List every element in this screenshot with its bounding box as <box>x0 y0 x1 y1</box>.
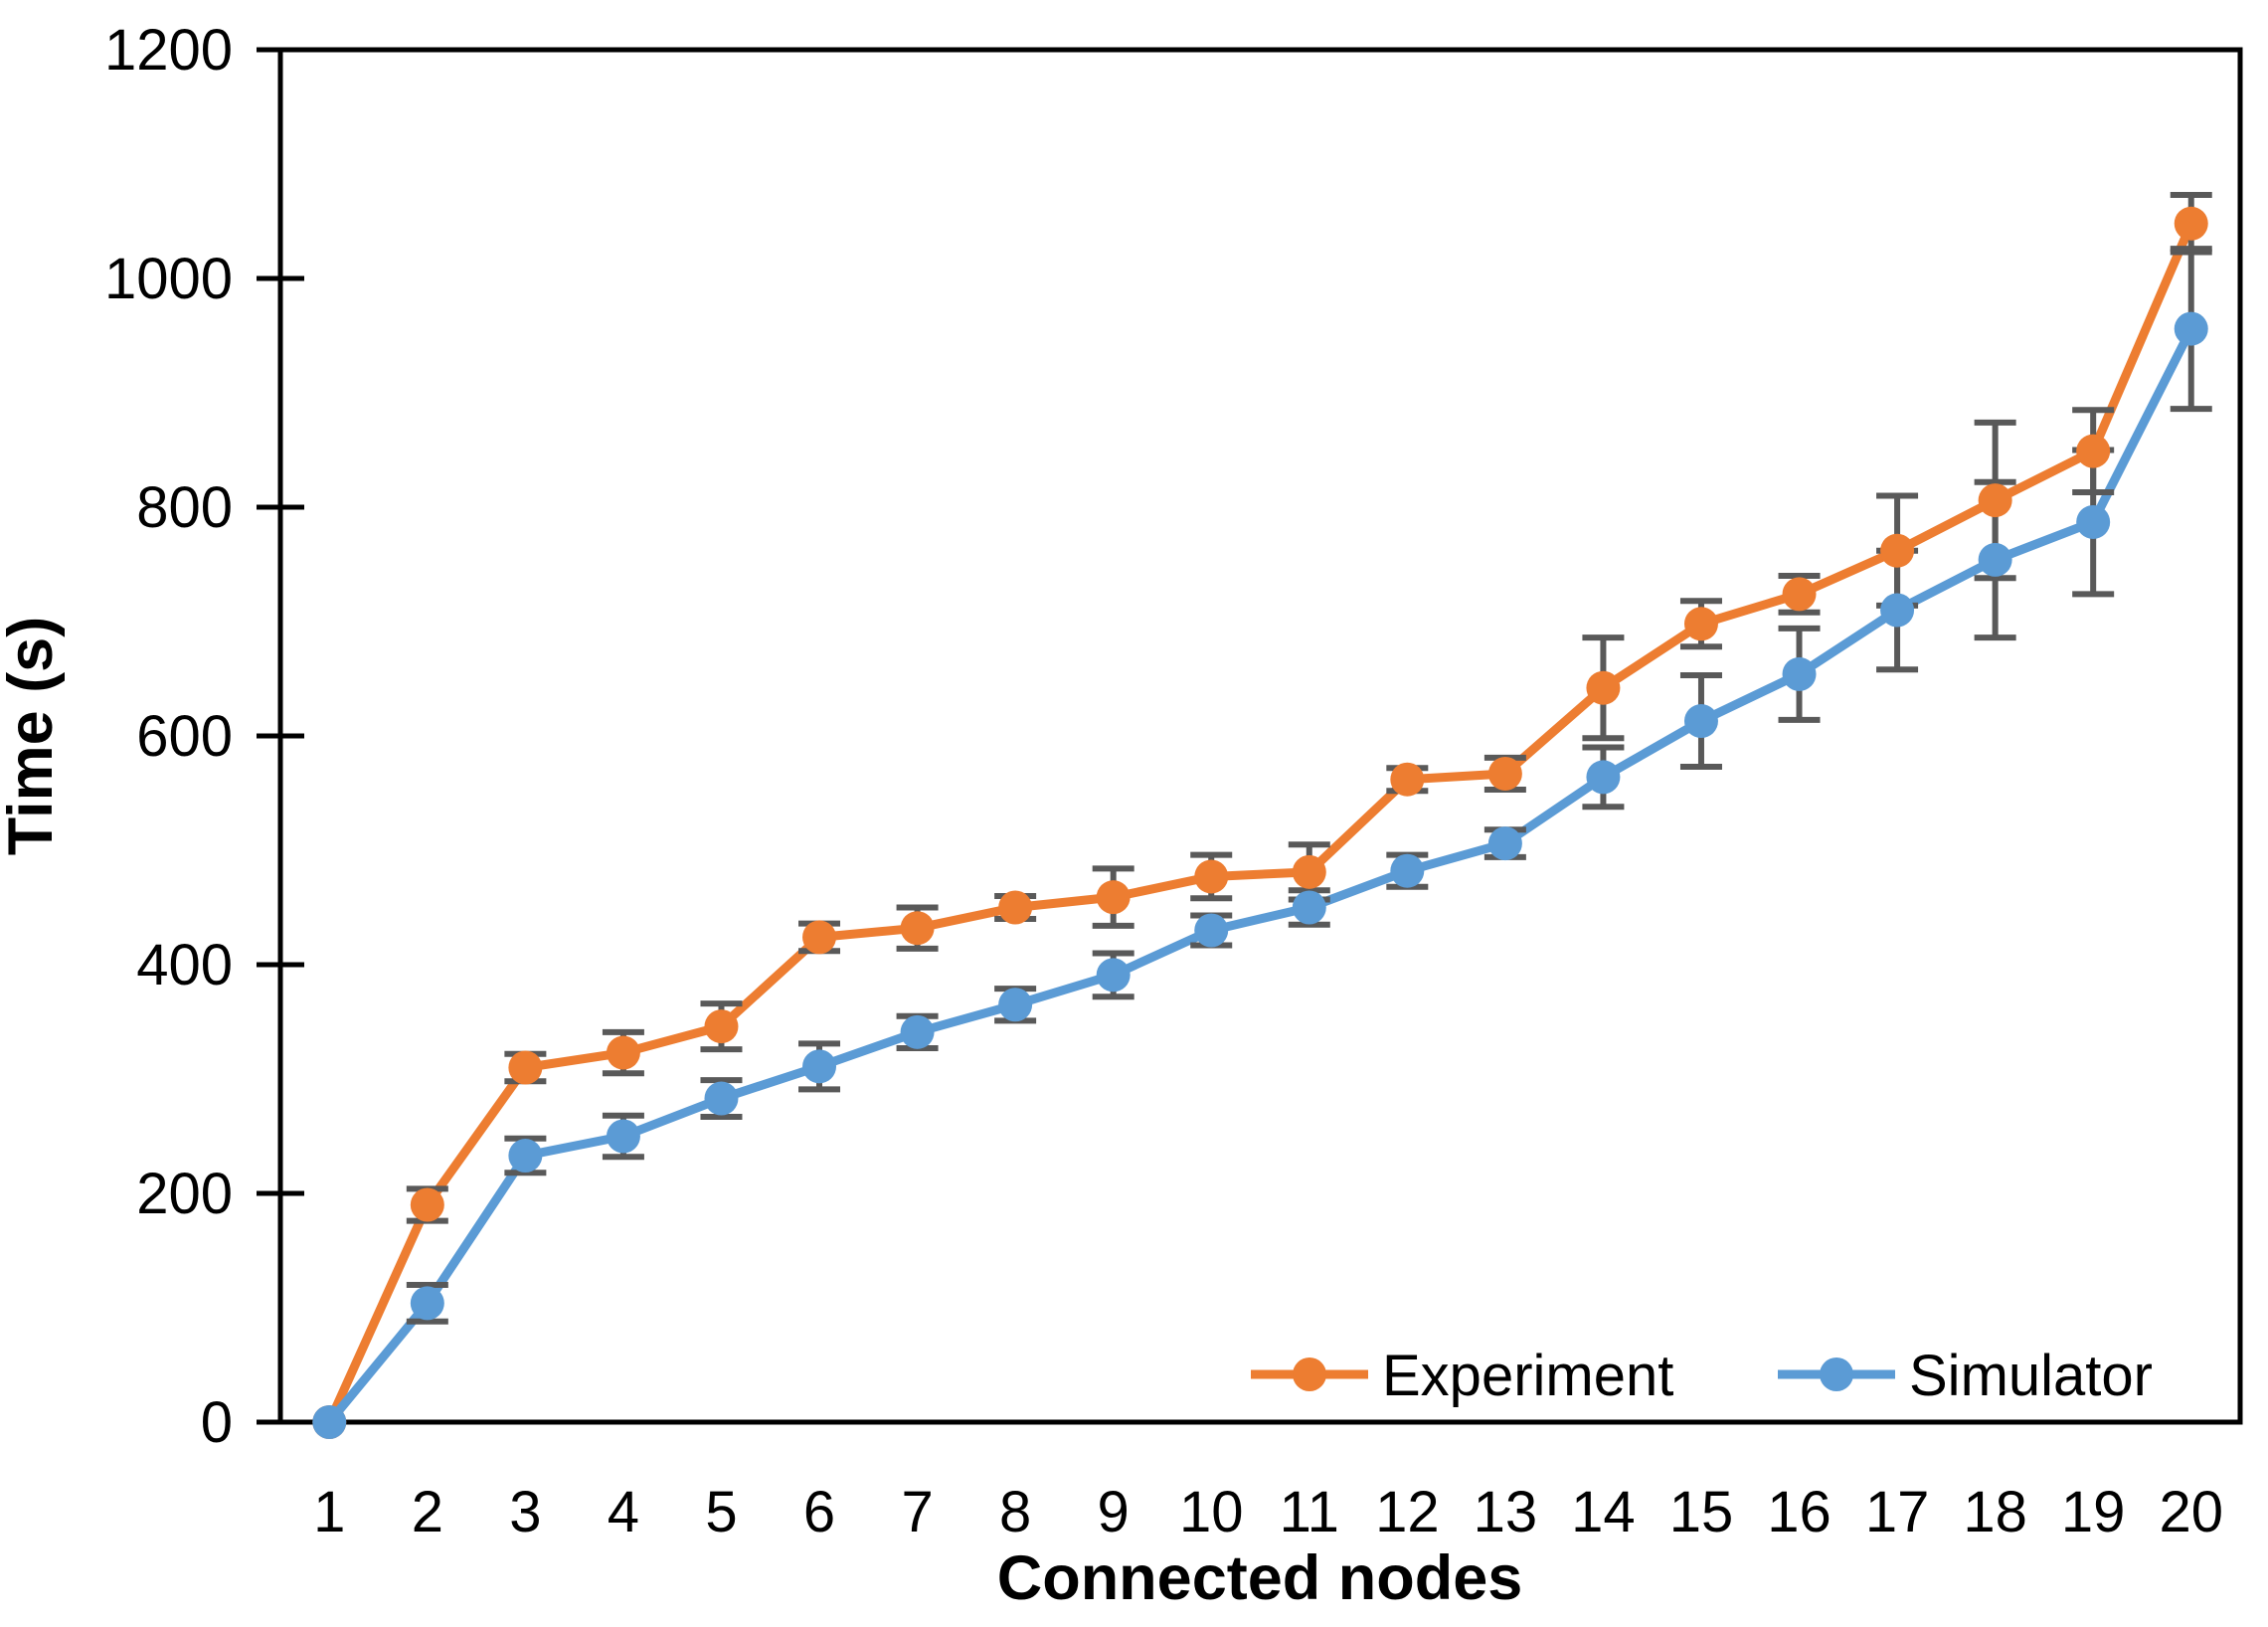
data-point-simulator <box>1096 958 1131 993</box>
data-point-experiment <box>1487 756 1522 791</box>
legend-label-experiment: Experiment <box>1382 1344 1673 1408</box>
y-tick-label: 0 <box>201 1390 233 1455</box>
y-tick-label: 1200 <box>104 18 233 83</box>
data-point-simulator <box>1880 593 1915 628</box>
data-point-experiment <box>1586 670 1621 705</box>
data-point-experiment <box>1390 762 1425 797</box>
x-tick-label: 17 <box>1865 1480 1930 1544</box>
data-point-simulator <box>704 1081 739 1116</box>
x-tick-label: 5 <box>705 1480 737 1544</box>
legend-item-experiment: Experiment <box>1251 1344 1673 1408</box>
data-point-experiment <box>1292 854 1326 889</box>
data-point-experiment <box>1683 607 1718 641</box>
series-line-simulator <box>324 324 2196 1427</box>
data-point-simulator <box>606 1119 640 1154</box>
series-line-experiment <box>324 219 2196 1427</box>
data-point-experiment <box>1782 577 1817 612</box>
data-point-experiment <box>704 1009 739 1044</box>
data-point-simulator <box>1194 913 1229 948</box>
y-tick-label: 600 <box>136 704 233 769</box>
y-tick-label: 800 <box>136 475 233 540</box>
legend-item-simulator: Simulator <box>1778 1344 2153 1408</box>
x-tick-label: 20 <box>2159 1480 2223 1544</box>
x-tick-label: 2 <box>412 1480 443 1544</box>
legend-label-simulator: Simulator <box>1909 1344 2153 1408</box>
data-point-experiment <box>1880 533 1915 568</box>
data-point-simulator <box>900 1014 935 1049</box>
data-point-experiment <box>1978 483 2012 518</box>
data-point-experiment <box>2076 434 2111 468</box>
x-tick-label: 8 <box>999 1480 1031 1544</box>
y-tick-label: 1000 <box>104 247 233 311</box>
x-tick-label: 13 <box>1474 1480 1538 1544</box>
data-point-simulator <box>1782 656 1817 691</box>
x-tick-label: 3 <box>509 1480 541 1544</box>
x-tick-label: 1 <box>313 1480 345 1544</box>
data-point-experiment <box>2174 206 2208 241</box>
data-point-simulator <box>2076 504 2111 539</box>
x-tick-label: 6 <box>803 1480 835 1544</box>
legend: Experiment Simulator <box>1251 1344 2153 1408</box>
y-axis-title: Time (s) <box>0 617 66 855</box>
data-point-experiment <box>508 1050 543 1085</box>
data-point-experiment <box>900 911 935 946</box>
data-point-simulator <box>1683 704 1718 739</box>
x-tick-label: 10 <box>1179 1480 1244 1544</box>
x-tick-label: 9 <box>1098 1480 1130 1544</box>
x-tick-label: 12 <box>1375 1480 1440 1544</box>
data-point-simulator <box>802 1049 837 1084</box>
x-axis-title: Connected nodes <box>997 1543 1523 1613</box>
data-point-simulator <box>2174 311 2208 346</box>
x-tick-label: 16 <box>1767 1480 1832 1544</box>
data-point-simulator <box>1292 890 1326 925</box>
data-point-experiment <box>410 1187 444 1222</box>
x-tick-label: 19 <box>2061 1480 2126 1544</box>
x-tick-label: 11 <box>1280 1480 1339 1544</box>
data-point-experiment <box>606 1035 640 1070</box>
data-point-simulator <box>1586 760 1621 795</box>
data-point-simulator <box>312 1405 347 1439</box>
legend-marker-experiment <box>1293 1357 1326 1391</box>
x-tick-label: 4 <box>608 1480 639 1544</box>
data-point-simulator <box>410 1286 444 1321</box>
data-point-experiment <box>998 890 1033 925</box>
y-tick-label: 400 <box>136 933 233 997</box>
legend-marker-simulator <box>1820 1357 1853 1391</box>
data-point-simulator <box>1487 826 1522 861</box>
data-point-simulator <box>1390 853 1425 888</box>
x-tick-label: 7 <box>901 1480 933 1544</box>
data-point-simulator <box>1978 542 2012 577</box>
data-point-simulator <box>508 1139 543 1174</box>
plot-border <box>277 47 2243 1425</box>
x-tick-label: 18 <box>1963 1480 2027 1544</box>
data-point-experiment <box>802 920 837 955</box>
data-point-experiment <box>1194 859 1229 894</box>
y-tick-label: 200 <box>136 1162 233 1226</box>
data-point-simulator <box>998 988 1033 1022</box>
x-tick-label: 14 <box>1571 1480 1636 1544</box>
data-point-experiment <box>1096 880 1131 915</box>
x-tick-label: 15 <box>1669 1480 1734 1544</box>
